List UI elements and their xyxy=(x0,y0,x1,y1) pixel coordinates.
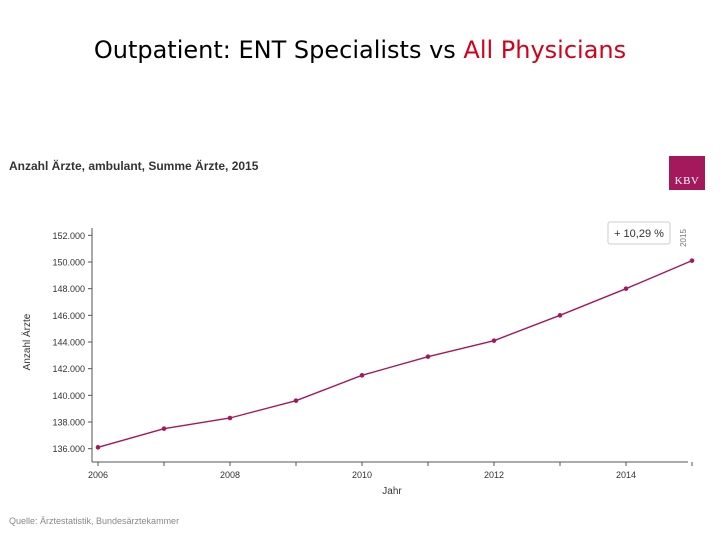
data-point xyxy=(491,338,497,343)
source-note: Quelle: Ärztestatistik, Bundesärztekamme… xyxy=(9,516,180,526)
data-point xyxy=(557,313,563,318)
annotation-box xyxy=(607,221,671,245)
x-tick-label: 2014 xyxy=(616,470,636,480)
data-point xyxy=(359,373,365,378)
y-axis: 136.000 138.000 140.000 142.000 144.000 146.0… xyxy=(52,228,93,462)
y-tick-label: 146.000 xyxy=(52,311,85,321)
x-tick-label: 2008 xyxy=(220,470,240,480)
data-point xyxy=(161,426,167,431)
data-point xyxy=(95,445,101,450)
y-tick-label: 136.000 xyxy=(52,444,85,454)
data-point xyxy=(425,354,431,359)
x-tick-label: 2012 xyxy=(484,470,504,480)
y-tick-label: 148.000 xyxy=(52,284,85,294)
y-axis-label: Anzahl Ärzte xyxy=(21,313,33,370)
y-tick-label: 140.000 xyxy=(52,391,85,401)
series-line xyxy=(97,260,693,449)
kbv-logo: KBV xyxy=(669,156,705,190)
y-tick-label: 142.000 xyxy=(52,364,85,374)
annotation-year: 2015 xyxy=(679,229,688,247)
y-tick-label: 152.000 xyxy=(52,231,85,241)
x-axis: 2006 2008 2010 2012 2014 xyxy=(88,461,693,480)
chart-title: Anzahl Ärzte, ambulant, Summe Ärzte, 201… xyxy=(9,159,259,173)
annotation-text: + 10,29 % xyxy=(614,228,664,240)
series-summe-aerzte xyxy=(95,258,695,450)
data-point xyxy=(227,415,233,421)
slide-title-accent: All Physicians xyxy=(463,36,627,64)
x-tick-label: 2010 xyxy=(352,470,372,480)
y-tick-label: 138.000 xyxy=(52,418,85,428)
slide-title-main: Outpatient: ENT Specialists vs xyxy=(93,36,464,64)
change-annotation: + 10,29 % 2015 xyxy=(607,221,688,247)
y-tick-label: 144.000 xyxy=(52,338,85,348)
x-tick-label: 2006 xyxy=(88,470,108,480)
y-tick-label: 150.000 xyxy=(52,258,85,268)
data-point xyxy=(689,258,695,263)
data-point xyxy=(293,398,299,403)
x-axis-label: Jahr xyxy=(382,486,402,497)
slide-title: Outpatient: ENT Specialists vs All Physi… xyxy=(0,36,720,64)
data-point xyxy=(623,286,629,291)
